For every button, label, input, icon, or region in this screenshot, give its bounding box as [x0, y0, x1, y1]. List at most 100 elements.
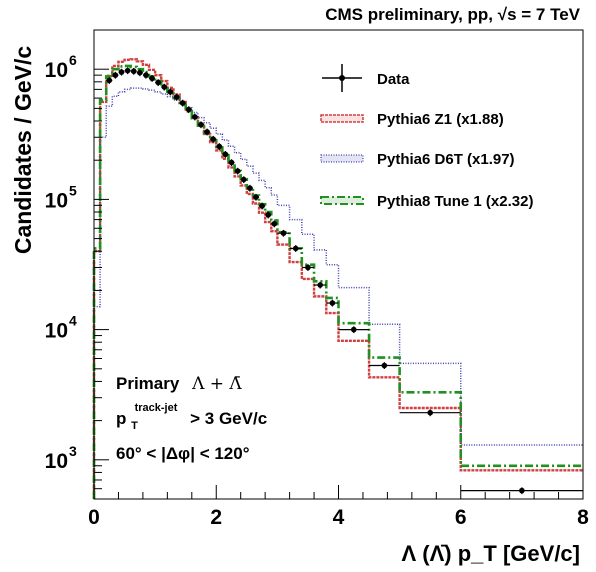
data-point [301, 264, 315, 271]
legend-entry-pythia8-tune1: Pythia8 Tune 1 (x2.32) [320, 193, 533, 210]
selection-annotations: Primary Λ + Λ̄ p T track-jet > 3 GeV/c 6… [116, 374, 267, 463]
annotation-pt-threshold: > 3 GeV/c [190, 409, 267, 428]
y-tick-exponent: 4 [69, 313, 77, 329]
data-point [173, 93, 180, 101]
x-tick-label: 4 [333, 506, 345, 529]
data-point-marker [179, 100, 186, 106]
x-axis-label: Λ (Λ̄) p_T [GeV/c] [402, 541, 580, 566]
annotation-primary-word: Primary [116, 374, 180, 393]
data-point-marker [161, 84, 168, 90]
data-point [460, 487, 583, 495]
data-point [124, 67, 131, 75]
data-point-marker [519, 487, 525, 494]
data-point-marker [143, 72, 149, 78]
y-tick-label: 10 [45, 189, 68, 212]
data-point-marker [280, 230, 287, 237]
data-point [179, 99, 186, 107]
data-point-marker [118, 69, 125, 75]
data-point [259, 202, 266, 210]
data-point [136, 69, 143, 77]
plot-frame [93, 29, 584, 500]
histogram-series-2 [92, 64, 583, 499]
data-point [289, 245, 302, 252]
x-tick-label: 8 [577, 506, 589, 529]
histogram-series-1 [93, 87, 583, 499]
data-point-marker [204, 129, 210, 135]
data-point [118, 68, 125, 76]
data-point [167, 88, 174, 96]
data-point-marker [305, 264, 311, 271]
y-tick-label: 10 [45, 59, 68, 82]
x-tick-label: 6 [455, 506, 467, 529]
data-point [240, 176, 247, 184]
legend-label-pythia6-d6t: Pythia6 D6T (x1.97) [377, 151, 515, 168]
data-point-marker [112, 72, 119, 78]
data-point-marker [124, 67, 131, 74]
data-point-marker [222, 151, 229, 158]
y-tick-label: 10 [45, 320, 68, 343]
legend-entry-pythia6-z1: Pythia6 Z1 (x1.88) [320, 111, 504, 128]
annotation-pt-symbol: p [116, 409, 126, 428]
x-tick-label: 0 [88, 506, 100, 529]
data-point [210, 135, 217, 143]
data-point [142, 71, 150, 79]
annotation-delta-phi: 60° < |Δφ| < 120° [116, 444, 250, 463]
data-point [326, 299, 339, 307]
data-point [185, 106, 192, 114]
data-point [277, 229, 290, 237]
data-point-marker [185, 106, 192, 113]
annotation-primary-particles: Λ + Λ̄ [191, 374, 242, 394]
legend-entry-pythia6-d6t: Pythia6 D6T (x1.97) [320, 151, 515, 168]
data-point-marker [329, 300, 336, 306]
data-point [197, 121, 205, 129]
legend-label-pythia6-z1: Pythia6 Z1 (x1.88) [377, 111, 504, 128]
data-point [271, 220, 278, 228]
data-point [149, 75, 156, 82]
data-point-marker [292, 245, 299, 252]
data-point-marker [198, 121, 204, 128]
annotation-pt-subscript: T [131, 420, 138, 432]
data-point [112, 71, 119, 79]
data-point-marker [210, 136, 216, 142]
data-point-marker [106, 77, 113, 84]
annotation-primary: Primary Λ + Λ̄ [116, 374, 242, 394]
data-point [228, 159, 235, 167]
x-tick-label: 2 [210, 506, 222, 529]
data-point-marker [149, 75, 155, 82]
data-point-marker [317, 282, 323, 288]
legend-label-pythia8-tune1: Pythia8 Tune 1 (x2.32) [377, 193, 533, 210]
data-point-marker [137, 69, 143, 76]
data-point-marker [253, 194, 259, 200]
data-point [161, 83, 168, 91]
data-point-marker [381, 362, 388, 369]
y-axis-label: Candidates / GeV/c [10, 46, 36, 255]
data-point-marker [240, 176, 247, 183]
data-point-marker [259, 203, 265, 209]
legend-label-data: Data [377, 71, 410, 88]
annotation-track-jet-cut: p T track-jet > 3 GeV/c [116, 396, 267, 433]
histogram-series-0 [92, 58, 583, 499]
data-point-marker [173, 94, 180, 100]
y-tick-exponent: 3 [69, 443, 77, 459]
plot-area [92, 58, 583, 499]
data-point [265, 211, 272, 219]
data-point [369, 362, 400, 370]
data-point [130, 67, 137, 75]
data-point [338, 326, 370, 334]
y-tick-exponent: 6 [69, 52, 77, 68]
data-point-marker [247, 185, 253, 191]
data-point-marker [265, 212, 272, 218]
data-point [234, 167, 241, 175]
data-point [314, 281, 327, 289]
y-tick-label: 10 [45, 450, 68, 473]
data-point [222, 151, 229, 158]
data-point [155, 79, 162, 87]
data-point-marker [234, 168, 241, 174]
data-point [216, 143, 223, 150]
data-point-marker [350, 326, 357, 333]
data-point [246, 184, 253, 192]
y-tick-exponent: 5 [69, 182, 77, 198]
data-point-marker [271, 220, 278, 227]
